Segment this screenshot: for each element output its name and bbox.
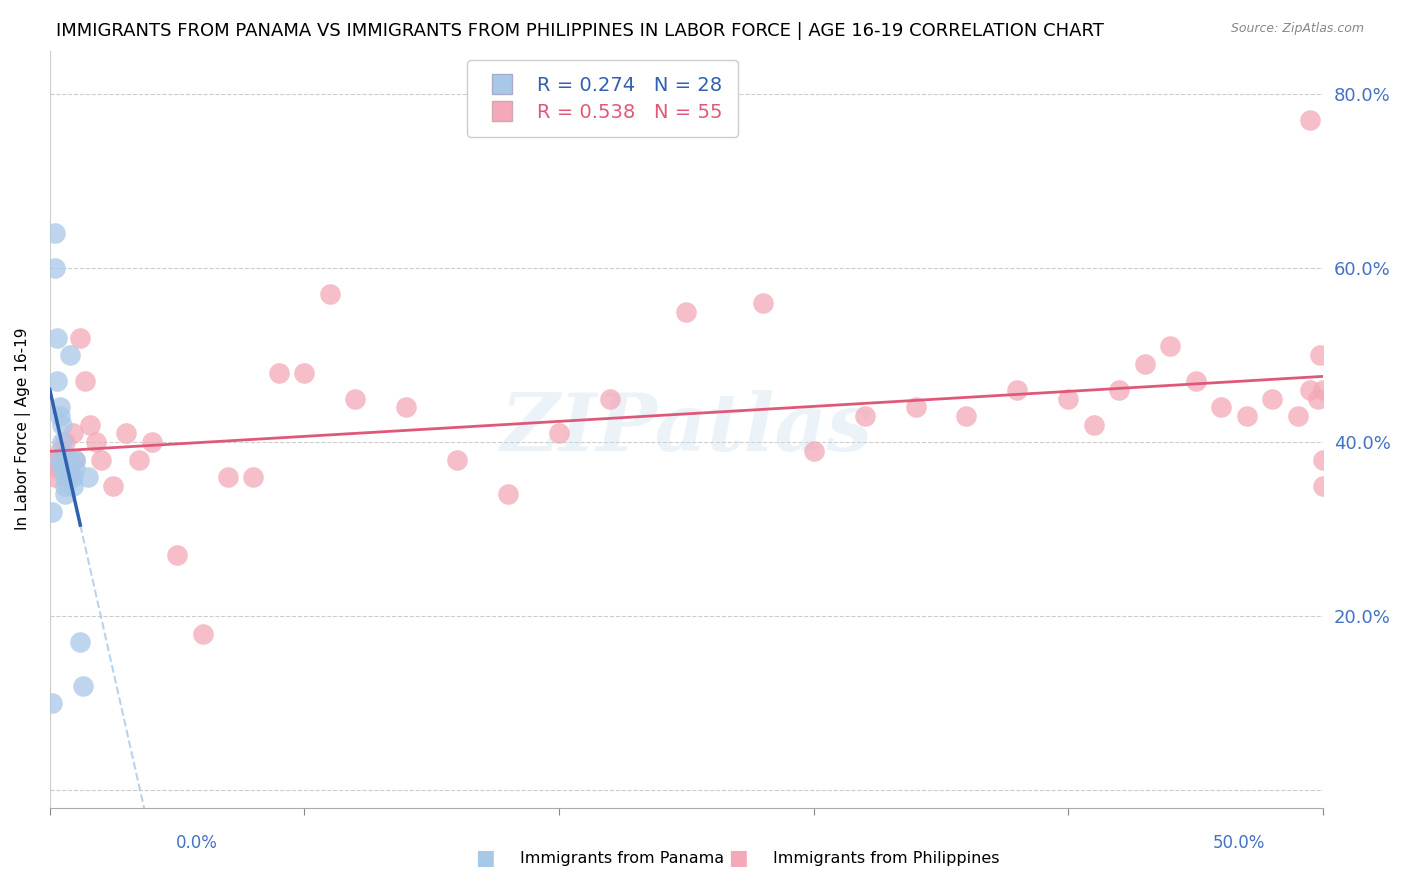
Point <box>69 331 91 345</box>
Point <box>41 696 63 710</box>
Point <box>56 461 79 475</box>
Text: Immigrants from Panama: Immigrants from Panama <box>520 851 724 865</box>
Point <box>803 443 825 458</box>
Point <box>53 461 76 475</box>
Point <box>1236 409 1258 423</box>
Point <box>1133 357 1156 371</box>
Point <box>44 470 66 484</box>
Point <box>79 417 101 432</box>
Point <box>548 426 571 441</box>
Point <box>46 331 69 345</box>
Point <box>62 426 84 441</box>
Point <box>128 452 150 467</box>
Point <box>49 452 72 467</box>
Point <box>267 366 290 380</box>
Point <box>53 435 76 450</box>
Point <box>59 348 82 362</box>
Point <box>853 409 876 423</box>
Point <box>63 452 86 467</box>
Point <box>1083 417 1105 432</box>
Point <box>72 679 94 693</box>
Point <box>904 401 927 415</box>
Point <box>53 479 76 493</box>
Point <box>46 461 69 475</box>
Point <box>115 426 138 441</box>
Point <box>1312 383 1334 397</box>
Point <box>1309 348 1331 362</box>
Point <box>1299 383 1322 397</box>
Point <box>53 470 76 484</box>
Point <box>44 227 66 241</box>
Point <box>75 374 97 388</box>
Point <box>51 452 73 467</box>
Point <box>56 461 79 475</box>
Point <box>599 392 621 406</box>
Text: ZIPatlas: ZIPatlas <box>501 391 873 468</box>
Text: Source: ZipAtlas.com: Source: ZipAtlas.com <box>1230 22 1364 36</box>
Point <box>242 470 264 484</box>
Point <box>56 470 79 484</box>
Point <box>191 626 214 640</box>
Text: 50.0%: 50.0% <box>1213 834 1265 852</box>
Text: 0.0%: 0.0% <box>176 834 218 852</box>
Point <box>84 435 107 450</box>
Point <box>59 452 82 467</box>
Point <box>1108 383 1130 397</box>
Point <box>1211 401 1233 415</box>
Point <box>1007 383 1029 397</box>
Point <box>1261 392 1284 406</box>
Point <box>1306 392 1329 406</box>
Legend: R = 0.274   N = 28, R = 0.538   N = 55: R = 0.274 N = 28, R = 0.538 N = 55 <box>467 61 738 137</box>
Point <box>41 452 63 467</box>
Point <box>51 435 73 450</box>
Point <box>49 409 72 423</box>
Point <box>1312 479 1334 493</box>
Text: ■: ■ <box>475 848 495 868</box>
Point <box>90 452 112 467</box>
Point <box>1299 113 1322 128</box>
Point <box>49 443 72 458</box>
Point <box>69 635 91 649</box>
Point <box>141 435 163 450</box>
Point <box>53 487 76 501</box>
Point <box>62 479 84 493</box>
Text: ■: ■ <box>728 848 748 868</box>
Point <box>496 487 519 501</box>
Point <box>41 505 63 519</box>
Point <box>1184 374 1206 388</box>
Point <box>44 261 66 276</box>
Point <box>59 470 82 484</box>
Point <box>103 479 125 493</box>
Point <box>319 287 342 301</box>
Point <box>62 470 84 484</box>
Point <box>63 461 86 475</box>
Point <box>217 470 239 484</box>
Point <box>955 409 977 423</box>
Point <box>49 401 72 415</box>
Text: Immigrants from Philippines: Immigrants from Philippines <box>773 851 1000 865</box>
Point <box>1159 339 1181 353</box>
Point <box>344 392 367 406</box>
Point <box>1057 392 1080 406</box>
Y-axis label: In Labor Force | Age 16-19: In Labor Force | Age 16-19 <box>15 328 31 531</box>
Point <box>1312 452 1334 467</box>
Point <box>1286 409 1309 423</box>
Point <box>63 452 86 467</box>
Point <box>294 366 316 380</box>
Point <box>51 461 73 475</box>
Point <box>166 549 188 563</box>
Point <box>46 374 69 388</box>
Point <box>752 296 775 310</box>
Point <box>446 452 468 467</box>
Point <box>675 304 697 318</box>
Point <box>77 470 100 484</box>
Point <box>395 401 418 415</box>
Text: IMMIGRANTS FROM PANAMA VS IMMIGRANTS FROM PHILIPPINES IN LABOR FORCE | AGE 16-19: IMMIGRANTS FROM PANAMA VS IMMIGRANTS FRO… <box>56 22 1104 40</box>
Point <box>51 452 73 467</box>
Point <box>51 417 73 432</box>
